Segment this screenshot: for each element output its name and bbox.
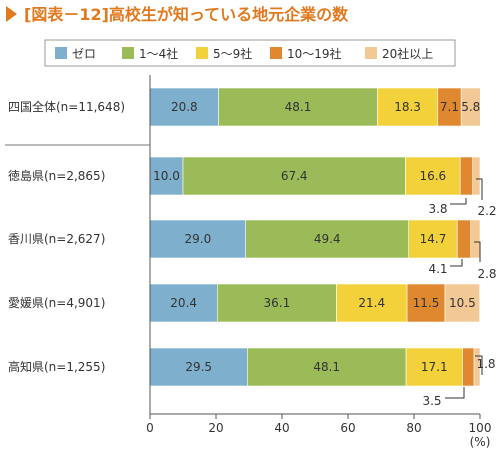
value-label: 16.6 [419, 169, 446, 183]
leader-line [450, 259, 463, 267]
value-label: 1.8 [476, 357, 495, 371]
value-label: 3.5 [422, 394, 441, 408]
x-tick-label: 60 [340, 421, 355, 435]
x-axis: 0 20 40 60 80 100 [146, 75, 491, 435]
value-label: 21.4 [358, 296, 385, 310]
x-tick-label: 20 [208, 421, 223, 435]
bar-segment [470, 219, 481, 259]
value-label: 2.8 [477, 267, 496, 281]
legend-swatch [196, 47, 208, 59]
value-label: 3.8 [428, 202, 447, 216]
x-tick-label: 0 [146, 421, 154, 435]
x-axis-unit: (%) [470, 435, 491, 449]
legend-swatch [122, 47, 134, 59]
bar-segment [149, 219, 246, 259]
value-label: 17.1 [421, 360, 448, 374]
bar-segment [405, 156, 461, 196]
leader-line [450, 198, 467, 205]
value-label: 67.4 [281, 169, 308, 183]
value-label: 18.3 [394, 100, 421, 114]
plot-area: 四国全体(n=11,648) 20.8 48.1 18.3 7.1 5.8 徳島県(n=2,… [5, 87, 497, 408]
bar-segment [459, 156, 474, 196]
chart-title-group: [図表－12]高校生が知っている地元企業の数 [6, 5, 349, 24]
bar-segment [472, 156, 481, 196]
leader-line [475, 355, 483, 375]
bar-segment [218, 87, 378, 127]
legend-swatch [270, 47, 282, 59]
value-label: 2.2 [477, 204, 496, 218]
bar-segment [149, 283, 218, 323]
legend-label: 5～9社 [213, 46, 252, 61]
bar-segment [149, 156, 184, 196]
value-label: 10.0 [153, 169, 180, 183]
bar-segment [336, 283, 408, 323]
value-label: 20.4 [170, 296, 197, 310]
legend-box [44, 39, 456, 67]
legend: ゼロ 1～4社 5～9社 10～19社 20社以上 [55, 46, 433, 61]
category-label: 香川県(n=2,627) [8, 232, 105, 246]
legend-label: 10～19社 [287, 46, 342, 61]
bar-segment [182, 156, 406, 196]
value-label: 20.8 [171, 100, 198, 114]
x-tick-label: 80 [406, 421, 421, 435]
bar-segment [406, 283, 446, 323]
chart-title: [図表－12]高校生が知っている地元企業の数 [24, 5, 349, 24]
value-label: 7.1 [440, 100, 459, 114]
value-label: 4.1 [428, 262, 447, 276]
bar-segment [473, 347, 481, 387]
value-label: 48.1 [313, 360, 340, 374]
bar-segment [456, 219, 472, 259]
value-label: 48.1 [285, 100, 312, 114]
leader-line [445, 387, 465, 399]
legend-swatch [365, 47, 377, 59]
value-label: 29.0 [184, 232, 211, 246]
value-label: 10.5 [449, 296, 476, 310]
legend-swatch [55, 47, 67, 59]
bar-segment [408, 219, 458, 259]
bar-segment [405, 347, 463, 387]
x-tick-label: 100 [469, 421, 492, 435]
category-label: 徳島県(n=2,865) [8, 168, 105, 183]
bar-segment [245, 219, 410, 259]
category-label: 四国全体(n=11,648) [8, 99, 125, 114]
leader-line [474, 241, 481, 262]
legend-label: 20社以上 [382, 46, 433, 61]
title-marker-icon [6, 6, 17, 22]
bar-segment [149, 87, 219, 127]
legend-label: 1～4社 [139, 46, 178, 61]
bar-segment [444, 283, 480, 323]
bar-segment [462, 347, 475, 387]
category-label: 高知県(n=1,255) [8, 359, 105, 374]
legend-label: ゼロ [72, 47, 96, 61]
bar-segment [377, 87, 439, 127]
value-label: 14.7 [420, 232, 447, 246]
bar-segment [149, 347, 248, 387]
bar-segment [247, 347, 407, 387]
category-label: 愛媛県(n=4,901) [8, 296, 105, 310]
value-label: 5.8 [461, 100, 480, 114]
value-label: 29.5 [185, 360, 212, 374]
value-label: 36.1 [264, 296, 291, 310]
bar-segment [460, 87, 481, 127]
x-tick-label: 40 [274, 421, 289, 435]
value-label: 49.4 [314, 232, 341, 246]
value-label: 11.5 [413, 296, 440, 310]
leader-line [476, 178, 483, 200]
